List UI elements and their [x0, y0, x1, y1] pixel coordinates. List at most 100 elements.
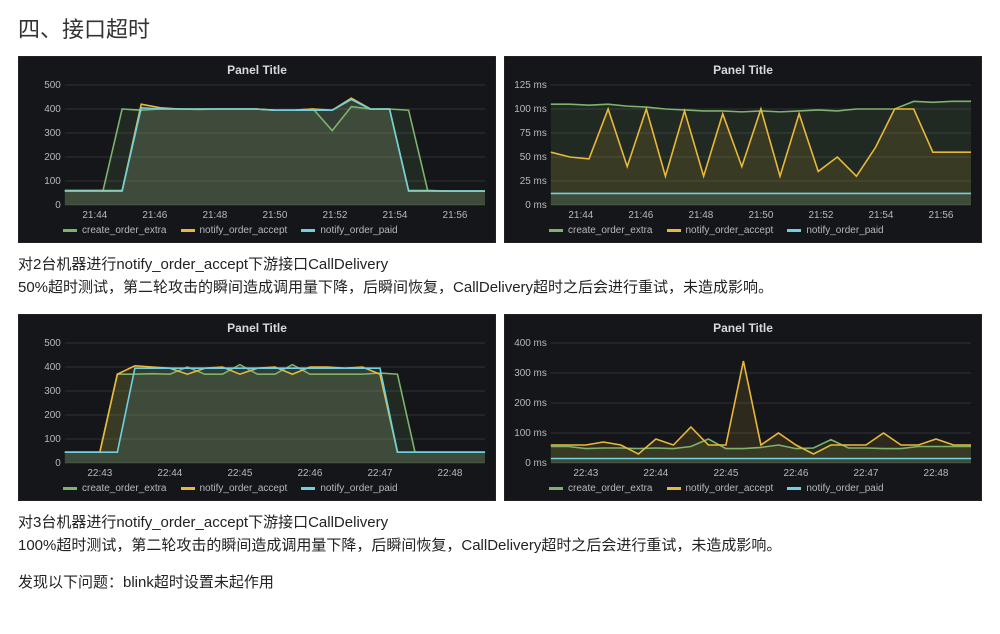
legend-label: notify_order_paid	[320, 483, 397, 494]
legend-swatch	[787, 487, 801, 490]
svg-text:100 ms: 100 ms	[514, 104, 547, 115]
svg-text:21:52: 21:52	[809, 210, 834, 221]
svg-text:22:48: 22:48	[924, 467, 949, 478]
chart-r2-right: 0 ms100 ms200 ms300 ms400 ms22:4322:4422…	[509, 339, 977, 479]
svg-text:21:56: 21:56	[929, 210, 954, 221]
legend-item: create_order_extra	[549, 483, 653, 494]
legend-label: notify_order_paid	[320, 225, 397, 236]
legend-item: notify_order_accept	[181, 483, 288, 494]
chart-r1-left: 010020030040050021:4421:4621:4821:5021:5…	[23, 81, 491, 221]
svg-text:21:50: 21:50	[748, 210, 773, 221]
legend-swatch	[787, 229, 801, 232]
desc1-line2: 50%超时测试，第二轮攻击的瞬间造成调用量下降，后瞬间恢复，CallDelive…	[18, 279, 773, 296]
svg-text:200: 200	[44, 152, 61, 163]
legend-swatch	[301, 487, 315, 490]
svg-text:22:45: 22:45	[713, 467, 738, 478]
panel-title: Panel Title	[509, 319, 977, 339]
svg-text:21:44: 21:44	[568, 210, 593, 221]
svg-text:21:48: 21:48	[688, 210, 713, 221]
legend: create_order_extra notify_order_accept n…	[23, 479, 491, 494]
svg-text:21:44: 21:44	[82, 210, 107, 221]
svg-text:200 ms: 200 ms	[514, 397, 547, 408]
svg-text:300: 300	[44, 385, 61, 396]
legend-label: notify_order_accept	[686, 483, 774, 494]
panel-r2-right: Panel Title 0 ms 100 ms 200 ms 300 ms 400 ms…	[504, 314, 982, 501]
svg-text:500: 500	[44, 339, 61, 349]
legend-item: notify_order_paid	[787, 225, 883, 236]
svg-text:100: 100	[44, 176, 61, 187]
legend-swatch	[63, 487, 77, 490]
legend-swatch	[549, 229, 563, 232]
legend-item: notify_order_accept	[667, 483, 774, 494]
chart-r2-left: 010020030040050022:4322:4422:4522:4622:4…	[23, 339, 491, 479]
legend-item: notify_order_accept	[181, 225, 288, 236]
legend-label: notify_order_accept	[686, 225, 774, 236]
legend-label: notify_order_accept	[200, 483, 288, 494]
panel-title: Panel Title	[509, 61, 977, 81]
legend-label: notify_order_paid	[806, 483, 883, 494]
svg-text:300 ms: 300 ms	[514, 367, 547, 378]
description-3: 发现以下问题：blink超时设置未起作用	[18, 571, 982, 594]
legend: create_order_extra notify_order_accept n…	[23, 221, 491, 236]
desc2-line1: 对3台机器进行notify_order_accept下游接口CallDelive…	[18, 514, 388, 531]
legend-swatch	[63, 229, 77, 232]
svg-text:400 ms: 400 ms	[514, 339, 547, 349]
svg-text:200: 200	[44, 409, 61, 420]
legend-label: notify_order_accept	[200, 225, 288, 236]
legend-item: notify_order_accept	[667, 225, 774, 236]
description-1: 对2台机器进行notify_order_accept下游接口CallDelive…	[18, 253, 982, 300]
svg-text:0: 0	[55, 200, 61, 211]
svg-text:100: 100	[44, 433, 61, 444]
svg-text:21:46: 21:46	[142, 210, 167, 221]
legend-item: notify_order_paid	[301, 483, 397, 494]
svg-text:0 ms: 0 ms	[525, 457, 547, 468]
legend-item: create_order_extra	[63, 483, 167, 494]
legend-item: notify_order_paid	[787, 483, 883, 494]
svg-text:22:46: 22:46	[297, 467, 322, 478]
svg-text:22:48: 22:48	[438, 467, 463, 478]
legend-item: create_order_extra	[549, 225, 653, 236]
svg-text:22:46: 22:46	[783, 467, 808, 478]
svg-text:21:52: 21:52	[323, 210, 348, 221]
svg-text:300: 300	[44, 128, 61, 139]
svg-text:25 ms: 25 ms	[520, 176, 547, 187]
desc1-line1: 对2台机器进行notify_order_accept下游接口CallDelive…	[18, 256, 388, 273]
svg-text:21:48: 21:48	[202, 210, 227, 221]
svg-text:0: 0	[55, 457, 61, 468]
panel-r2-left: Panel Title 010020030040050022:4322:4422…	[18, 314, 496, 501]
svg-text:75 ms: 75 ms	[520, 128, 547, 139]
legend-label: notify_order_paid	[806, 225, 883, 236]
legend-item: notify_order_paid	[301, 225, 397, 236]
svg-text:22:44: 22:44	[643, 467, 668, 478]
legend-label: create_order_extra	[82, 483, 167, 494]
legend-label: create_order_extra	[568, 483, 653, 494]
description-2: 对3台机器进行notify_order_accept下游接口CallDelive…	[18, 511, 982, 558]
legend-swatch	[301, 229, 315, 232]
chart-r1-right: 0 ms25 ms50 ms75 ms100 ms125 ms21:4421:4…	[509, 81, 977, 221]
svg-text:22:47: 22:47	[854, 467, 879, 478]
svg-text:22:47: 22:47	[368, 467, 393, 478]
svg-text:500: 500	[44, 81, 61, 91]
svg-text:21:56: 21:56	[443, 210, 468, 221]
section-title: 四、接口超时	[18, 12, 982, 44]
legend-item: create_order_extra	[63, 225, 167, 236]
svg-text:21:50: 21:50	[262, 210, 287, 221]
legend-swatch	[667, 229, 681, 232]
legend: create_order_extra notify_order_accept n…	[509, 221, 977, 236]
panel-r1-right: Panel Title 0 ms25 ms50 ms75 ms100 ms125…	[504, 56, 982, 243]
panel-title: Panel Title	[23, 319, 491, 339]
legend: create_order_extra notify_order_accept n…	[509, 479, 977, 494]
legend-label: create_order_extra	[82, 225, 167, 236]
panel-row-1: Panel Title 010020030040050021:4421:4621…	[18, 56, 982, 243]
svg-text:21:46: 21:46	[628, 210, 653, 221]
svg-text:50 ms: 50 ms	[520, 152, 547, 163]
svg-text:21:54: 21:54	[383, 210, 408, 221]
legend-swatch	[549, 487, 563, 490]
svg-text:100 ms: 100 ms	[514, 427, 547, 438]
svg-text:125 ms: 125 ms	[514, 81, 547, 91]
svg-text:21:54: 21:54	[869, 210, 894, 221]
panel-r1-left: Panel Title 010020030040050021:4421:4621…	[18, 56, 496, 243]
svg-text:22:45: 22:45	[227, 467, 252, 478]
panel-title: Panel Title	[23, 61, 491, 81]
svg-text:22:44: 22:44	[157, 467, 182, 478]
